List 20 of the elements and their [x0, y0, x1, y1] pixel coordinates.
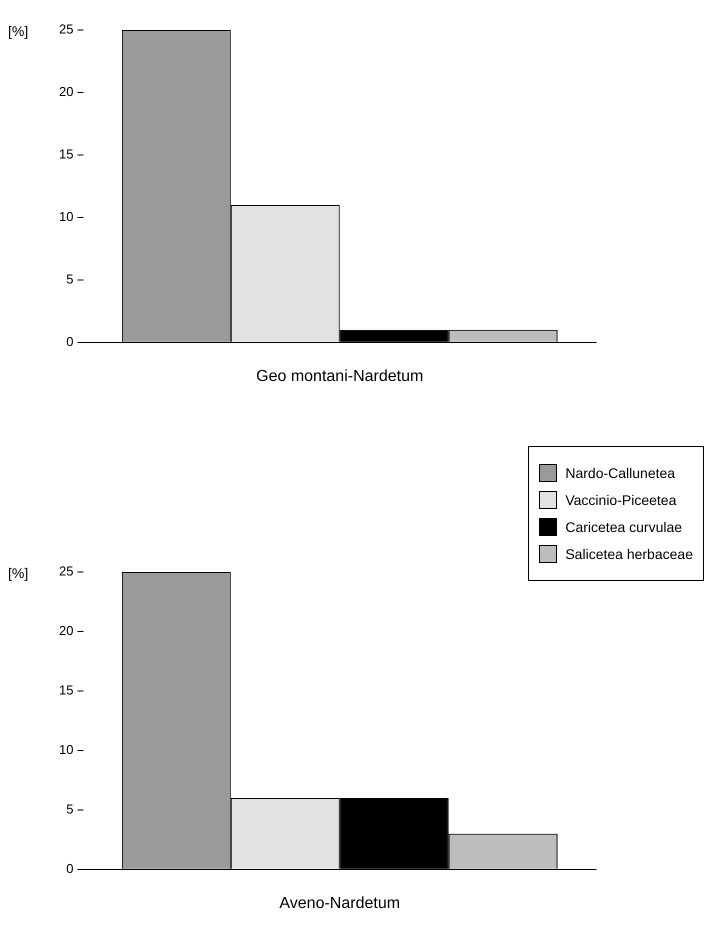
y-tick-label: 20	[58, 623, 74, 638]
legend-label: Vaccinio-Piceetea	[565, 492, 676, 508]
legend-label: Caricetea curvulae	[565, 519, 682, 535]
y-tick-label: 10	[58, 742, 74, 758]
y-tick-label: 5	[66, 802, 74, 816]
y-tick-label: 0	[66, 334, 74, 349]
y-tick-label: 25	[58, 564, 74, 579]
x-axis-title: Geo montani-Nardetum	[256, 368, 424, 385]
y-axis-title: [%]	[8, 564, 28, 581]
y-tick-label: 20	[58, 84, 74, 100]
y-tick-label: 10	[58, 209, 74, 224]
y-tick-label: 15	[58, 146, 74, 162]
y-axis-title: [%]	[8, 22, 28, 39]
legend-label: Nardo-Callunetea	[565, 465, 676, 481]
x-axis-title: Aveno-Nardetum	[279, 894, 400, 912]
legend-label: Salicetea herbaceae	[565, 546, 693, 562]
y-tick-label: 0	[66, 860, 74, 876]
y-tick-label: 5	[66, 272, 74, 286]
y-tick-label: 15	[58, 682, 74, 698]
y-tick-label: 25	[58, 22, 74, 37]
